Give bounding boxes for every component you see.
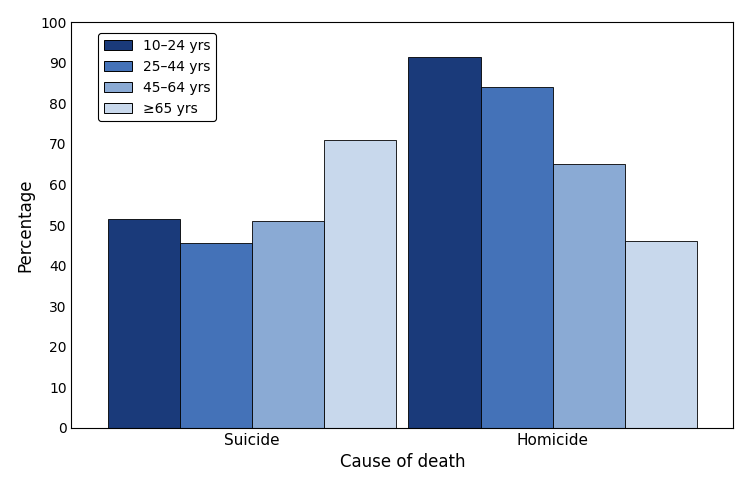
Bar <box>553 164 625 428</box>
X-axis label: Cause of death: Cause of death <box>340 453 465 471</box>
Bar <box>409 57 481 428</box>
Bar <box>107 219 180 428</box>
Bar <box>324 140 397 428</box>
Bar <box>180 244 252 428</box>
Legend: 10–24 yrs, 25–44 yrs, 45–64 yrs, ≥65 yrs: 10–24 yrs, 25–44 yrs, 45–64 yrs, ≥65 yrs <box>98 33 216 121</box>
Bar <box>625 241 698 428</box>
Y-axis label: Percentage: Percentage <box>16 178 34 272</box>
Bar <box>252 221 324 428</box>
Bar <box>481 87 553 428</box>
